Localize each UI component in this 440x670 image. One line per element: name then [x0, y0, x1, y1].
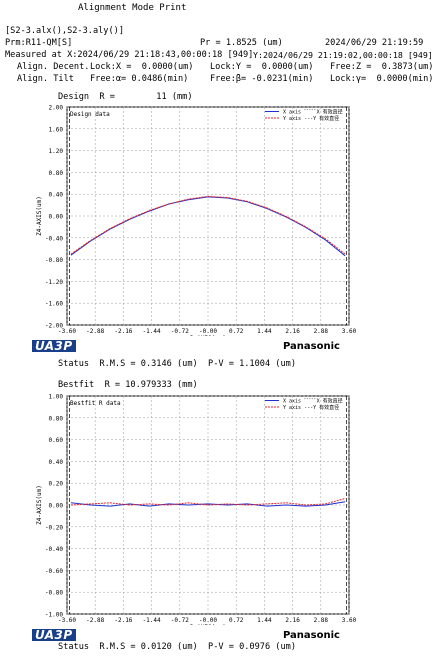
- legend-entry-x: X axis ﾞﾞﾞﾞﾞX 有效直径: [283, 398, 343, 405]
- y-tick-label: -1.60: [45, 301, 63, 308]
- x-tick-label: -0.72: [171, 617, 189, 624]
- x-tick-label: 1.44: [257, 617, 272, 624]
- x-axis-label: R-AXIS(mm): [190, 624, 226, 625]
- decent-label: Align. Decent.: [17, 62, 90, 72]
- x-tick-label: -2.16: [114, 617, 132, 624]
- x-tick-label: -0.00: [199, 328, 217, 335]
- y-tick-label: -0.40: [45, 235, 63, 242]
- x-tick-label: -3.60: [58, 617, 76, 624]
- bestfit-chart-svg: 1.00 0.80 0.60 0.40 0.20 0.00 -0.20 -0.40 -0.60 -…: [36, 394, 356, 626]
- x-tick-label: 0.72: [229, 328, 244, 335]
- chart-title: Bestfit R data: [70, 400, 121, 407]
- x-tick-label: -1.44: [143, 617, 161, 624]
- tilt-alpha: Free:α= 0.0486(min): [90, 74, 189, 84]
- measured-y: Y:2024/06/29 21:19:02,00:00:18 [949]: [253, 50, 433, 60]
- y-tick-label: 0.00: [49, 503, 64, 510]
- y-axis-label: Z4-AXIS(um): [36, 196, 43, 236]
- x-tick-label: 2.88: [314, 617, 329, 624]
- x-tick-label: 3.60: [342, 328, 356, 335]
- y-tick-label: 0.00: [49, 214, 64, 221]
- x-tick-label: -2.88: [86, 328, 104, 335]
- decent-z: Free:Z = 0.3873(um): [330, 62, 434, 72]
- legend-entry-y: Y axis ---Y 有效直径: [283, 115, 339, 122]
- y-tick-label: 0.60: [49, 437, 64, 444]
- y-tick-label: -0.40: [45, 546, 63, 553]
- series-line-y-axis: [70, 498, 346, 506]
- x-tick-label: 1.44: [257, 328, 272, 335]
- y-tick-label: -0.20: [45, 524, 63, 531]
- x-tick-label: 2.16: [285, 617, 300, 624]
- design-radius: Design R = 11 (mm): [58, 92, 193, 102]
- series-line-y-axis: [70, 195, 346, 255]
- x-tick-label: -2.88: [86, 617, 104, 624]
- x-tick-label: 2.16: [285, 328, 300, 335]
- y-tick-label: -0.60: [45, 568, 63, 575]
- legend-entry-y: Y axis ---Y 有效直径: [283, 404, 339, 411]
- bestfit-radius: Bestfit R = 10.979333 (mm): [58, 380, 198, 390]
- bestfit-chart: 1.00 0.80 0.60 0.40 0.20 0.00 -0.20 -0.40 -0.60 -…: [29, 390, 356, 641]
- y-tick-label: -0.80: [45, 257, 63, 264]
- decent-y: Lock:Y = 0.0000(um): [210, 62, 314, 72]
- bestfit-status: Status R.M.S = 0.0120 (um) P-V = 0.0976 …: [58, 642, 296, 652]
- parameter-name: Prm:R11-QM[S]: [5, 38, 73, 48]
- y-tick-label: -1.00: [45, 612, 63, 619]
- x-tick-label: -0.72: [171, 328, 189, 335]
- pr-value: Pr = 1.8525 (um): [200, 38, 283, 48]
- design-chart: 2.00 1.60 1.20 0.80 0.40 0.00 -0.40 -0.80 -1.20 -…: [29, 101, 356, 352]
- measured-x: Measured at X:2024/06/29 21:18:43,00:00:…: [5, 50, 254, 60]
- x-tick-label: -3.60: [58, 328, 76, 335]
- y-tick-label: -2.00: [45, 323, 63, 330]
- tilt-label: Align. Tilt: [17, 74, 74, 84]
- y-tick-label: 0.80: [49, 415, 64, 422]
- design-status: Status R.M.S = 0.3146 (um) P-V = 1.1004 …: [58, 359, 296, 369]
- panasonic-logo: Panasonic: [283, 341, 340, 352]
- series-line-x-axis: [70, 501, 346, 507]
- x-axis-label: R-AXIS(mm): [190, 335, 226, 336]
- y-tick-label: 1.20: [49, 148, 64, 155]
- y-tick-label: 0.80: [49, 170, 64, 177]
- y-tick-label: -1.20: [45, 279, 63, 286]
- y-tick-label: 0.20: [49, 481, 64, 488]
- y-axis-label: Z4-AXIS(um): [36, 485, 43, 525]
- tilt-gamma: Lock:γ= 0.0000(min): [330, 74, 434, 84]
- x-tick-label: -0.00: [199, 617, 217, 624]
- x-tick-label: -1.44: [143, 328, 161, 335]
- y-tick-label: 0.40: [49, 459, 64, 466]
- chart-title: Design data: [70, 111, 110, 118]
- panasonic-logo: Panasonic: [283, 630, 340, 641]
- design-chart-svg: 2.00 1.60 1.20 0.80 0.40 0.00 -0.40 -0.80 -1.20 -…: [36, 105, 356, 337]
- x-tick-label: 0.72: [229, 617, 244, 624]
- file-names: [S2-3.alx(),S2-3.aly()]: [5, 26, 124, 36]
- page-title: Alignment Mode Print: [78, 3, 187, 13]
- y-tick-label: 2.00: [49, 105, 64, 112]
- tilt-beta: Free:β= -0.0231(min): [210, 74, 314, 84]
- y-tick-label: 1.60: [49, 126, 64, 133]
- x-tick-label: 3.60: [342, 617, 356, 624]
- ua3p-logo: UA3P: [32, 629, 76, 641]
- x-tick-label: -2.16: [114, 328, 132, 335]
- print-date: 2024/06/29 21:19:59: [325, 38, 424, 48]
- decent-x: Lock:X = 0.0000(um): [90, 62, 194, 72]
- ua3p-logo: UA3P: [32, 340, 76, 352]
- y-tick-label: 0.40: [49, 192, 64, 199]
- y-tick-label: -0.80: [45, 590, 63, 597]
- legend-entry-x: X axis ﾞﾞﾞﾞﾞX 有效直径: [283, 109, 343, 116]
- x-tick-label: 2.88: [314, 328, 329, 335]
- y-tick-label: 1.00: [49, 394, 64, 401]
